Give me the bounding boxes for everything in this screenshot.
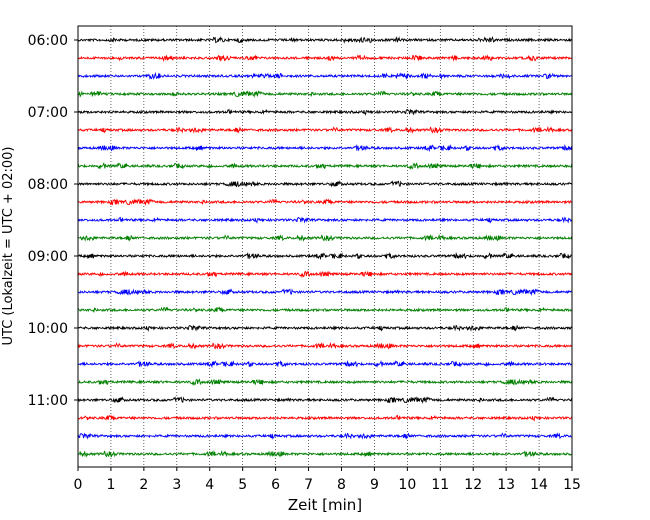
trace-line [77,143,573,153]
x-axis-label: Zeit [min] [288,496,362,514]
y-tick-label: 10:00 [28,321,68,337]
trace-line [77,233,573,242]
x-tick-label: 2 [139,477,148,493]
trace-line [77,432,573,440]
trace-line [77,180,573,188]
x-tick-label: 3 [172,477,181,493]
trace-line [77,341,573,350]
x-tick-label: 11 [431,477,449,493]
trace-line [77,414,573,422]
trace-line [77,251,573,261]
trace-line [77,54,573,63]
y-tick-label: 07:00 [28,105,68,121]
x-axis: 0 1 2 3 4 5 6 7 8 9 10 11 12 13 14 15 [74,467,581,493]
x-tick-label: 1 [106,477,115,493]
trace-line [77,449,573,458]
y-tick-label: 06:00 [28,33,68,49]
trace-line [77,306,573,313]
x-tick-label: 12 [464,477,482,493]
trace-line [77,125,573,134]
x-tick-label: 10 [398,477,416,493]
x-tick-label: 15 [563,477,581,493]
trace-line [77,396,573,404]
trace-line [77,216,573,224]
trace-line [77,72,573,81]
trace-line [77,35,573,44]
x-tick-label: 9 [370,477,379,493]
trace-line [77,108,573,116]
trace-line [77,288,573,296]
x-tick-label: 14 [530,477,548,493]
x-tick-label: 6 [271,477,280,493]
y-axis-label: UTC (Lokalzeit = UTC + 02:00) [1,147,16,346]
y-axis: 06:00 07:00 08:00 09:00 10:00 11:00 [28,33,78,409]
y-tick-label: 08:00 [28,177,68,193]
x-tick-label: 8 [337,477,346,493]
y-tick-label: 09:00 [28,249,68,265]
plot-frame [77,25,573,468]
x-tick-label: 5 [238,477,247,493]
x-tick-label: 13 [497,477,515,493]
trace-line [77,90,573,98]
y-tick-label: 11:00 [28,393,68,409]
trace-line [77,270,573,279]
trace-line [77,162,573,171]
x-tick-label: 0 [74,477,83,493]
trace-line [77,378,573,387]
traces [77,35,573,458]
x-tick-label: 7 [304,477,313,493]
x-tick-label: 4 [205,477,214,493]
trace-line [77,198,573,206]
trace-line [77,324,573,332]
trace-line [77,359,573,369]
